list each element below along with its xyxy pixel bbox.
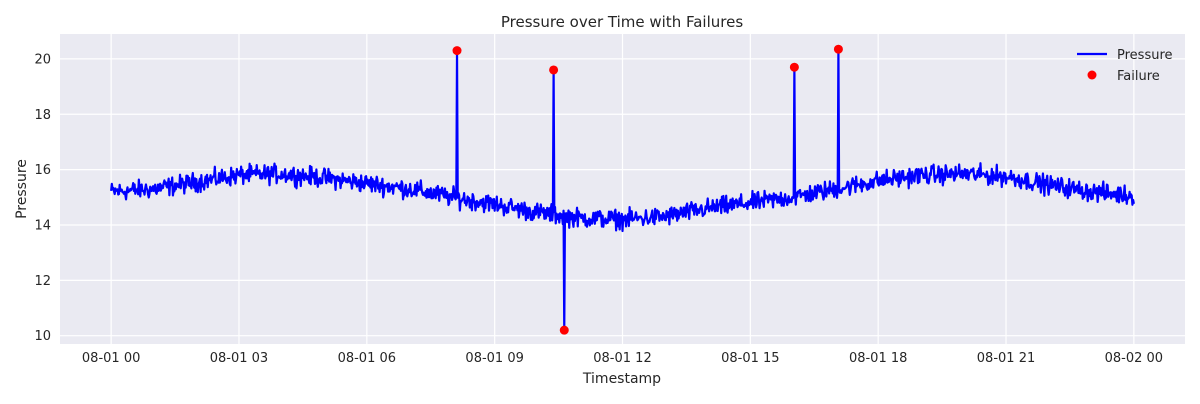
x-tick-label: 08-01 06 [338, 351, 396, 366]
x-tick-label: 08-02 00 [1105, 351, 1163, 366]
chart-title: Pressure over Time with Failures [501, 13, 743, 31]
failure-point [452, 46, 462, 56]
y-tick-label: 12 [34, 274, 51, 289]
y-tick-label: 20 [34, 52, 51, 67]
legend: Pressure Failure [1077, 48, 1173, 84]
y-tick-label: 14 [34, 218, 51, 233]
legend-failure-marker-sample [1087, 70, 1097, 80]
x-tick-label: 08-01 18 [849, 351, 907, 366]
x-tick-label: 08-01 03 [210, 351, 268, 366]
failure-point [833, 44, 843, 54]
failure-point [549, 65, 559, 75]
y-tick-label: 16 [34, 163, 51, 178]
failure-point [559, 325, 569, 335]
x-tick-label: 08-01 21 [977, 351, 1035, 366]
tick-labels: 08-01 00 08-01 03 08-01 06 08-01 09 08-01 12… [34, 52, 1163, 366]
y-tick-label: 18 [34, 108, 51, 123]
x-tick-label: 08-01 15 [721, 351, 779, 366]
data-layer [110, 44, 1135, 335]
legend-failure-label: Failure [1117, 69, 1160, 84]
grid-lines [60, 34, 1185, 344]
legend-pressure-label: Pressure [1117, 48, 1173, 63]
y-axis-title: Pressure [14, 159, 30, 219]
x-axis-title: Timestamp [582, 371, 661, 387]
x-tick-label: 08-01 09 [465, 351, 523, 366]
y-tick-label: 10 [34, 329, 51, 344]
x-tick-label: 08-01 00 [82, 351, 140, 366]
failure-point [789, 62, 799, 72]
pressure-series-line [110, 48, 1135, 332]
x-tick-label: 08-01 12 [593, 351, 651, 366]
